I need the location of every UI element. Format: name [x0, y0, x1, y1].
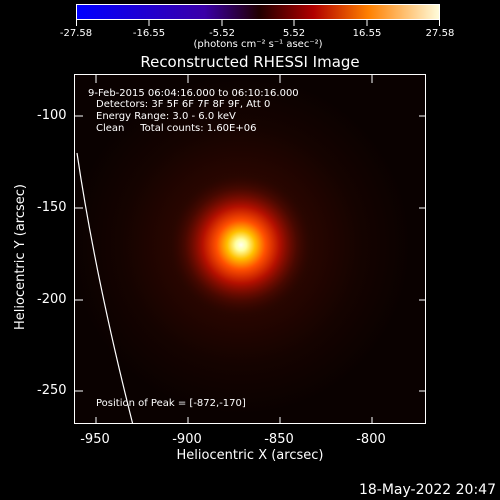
plot-title: Reconstructed RHESSI Image	[140, 53, 359, 71]
peak-position: Position of Peak = [-872,-170]	[96, 398, 246, 409]
x-tick-label: -900	[172, 432, 202, 447]
colorbar-tick-label: 16.55	[353, 28, 382, 39]
colorbar-tick-label: 27.58	[426, 28, 455, 39]
info-detectors: Detectors: 3F 5F 6F 7F 8F 9F, Att 0	[96, 99, 270, 110]
y-tick-label: -100	[37, 108, 67, 123]
y-tick-label: -250	[37, 383, 67, 398]
x-axis-label: Heliocentric X (arcsec)	[177, 448, 324, 463]
info-energy-range: Energy Range: 3.0 - 6.0 keV	[96, 111, 236, 122]
x-tick-label: -850	[264, 432, 294, 447]
info-clean-counts: Clean Total counts: 1.60E+06	[96, 123, 256, 134]
colorbar	[76, 4, 440, 20]
colorbar-tick-label: -5.52	[209, 28, 235, 39]
x-tick-label: -800	[356, 432, 386, 447]
y-tick-label: -200	[37, 292, 67, 307]
y-axis-label: Heliocentric Y (arcsec)	[13, 184, 28, 330]
colorbar-tick-label: -27.58	[60, 28, 92, 39]
colorbar-ticks	[76, 20, 442, 28]
colorbar-tick-label: 5.52	[283, 28, 305, 39]
info-time-range: 9-Feb-2015 06:04:16.000 to 06:10:16.000	[88, 88, 299, 99]
colorbar-tick-label: -16.55	[133, 28, 165, 39]
x-tick-label: -950	[80, 432, 110, 447]
timestamp: 18-May-2022 20:47	[359, 482, 496, 498]
colorbar-unit-label: (photons cm⁻² s⁻¹ asec⁻²)	[193, 39, 322, 50]
y-tick-label: -150	[37, 200, 67, 215]
